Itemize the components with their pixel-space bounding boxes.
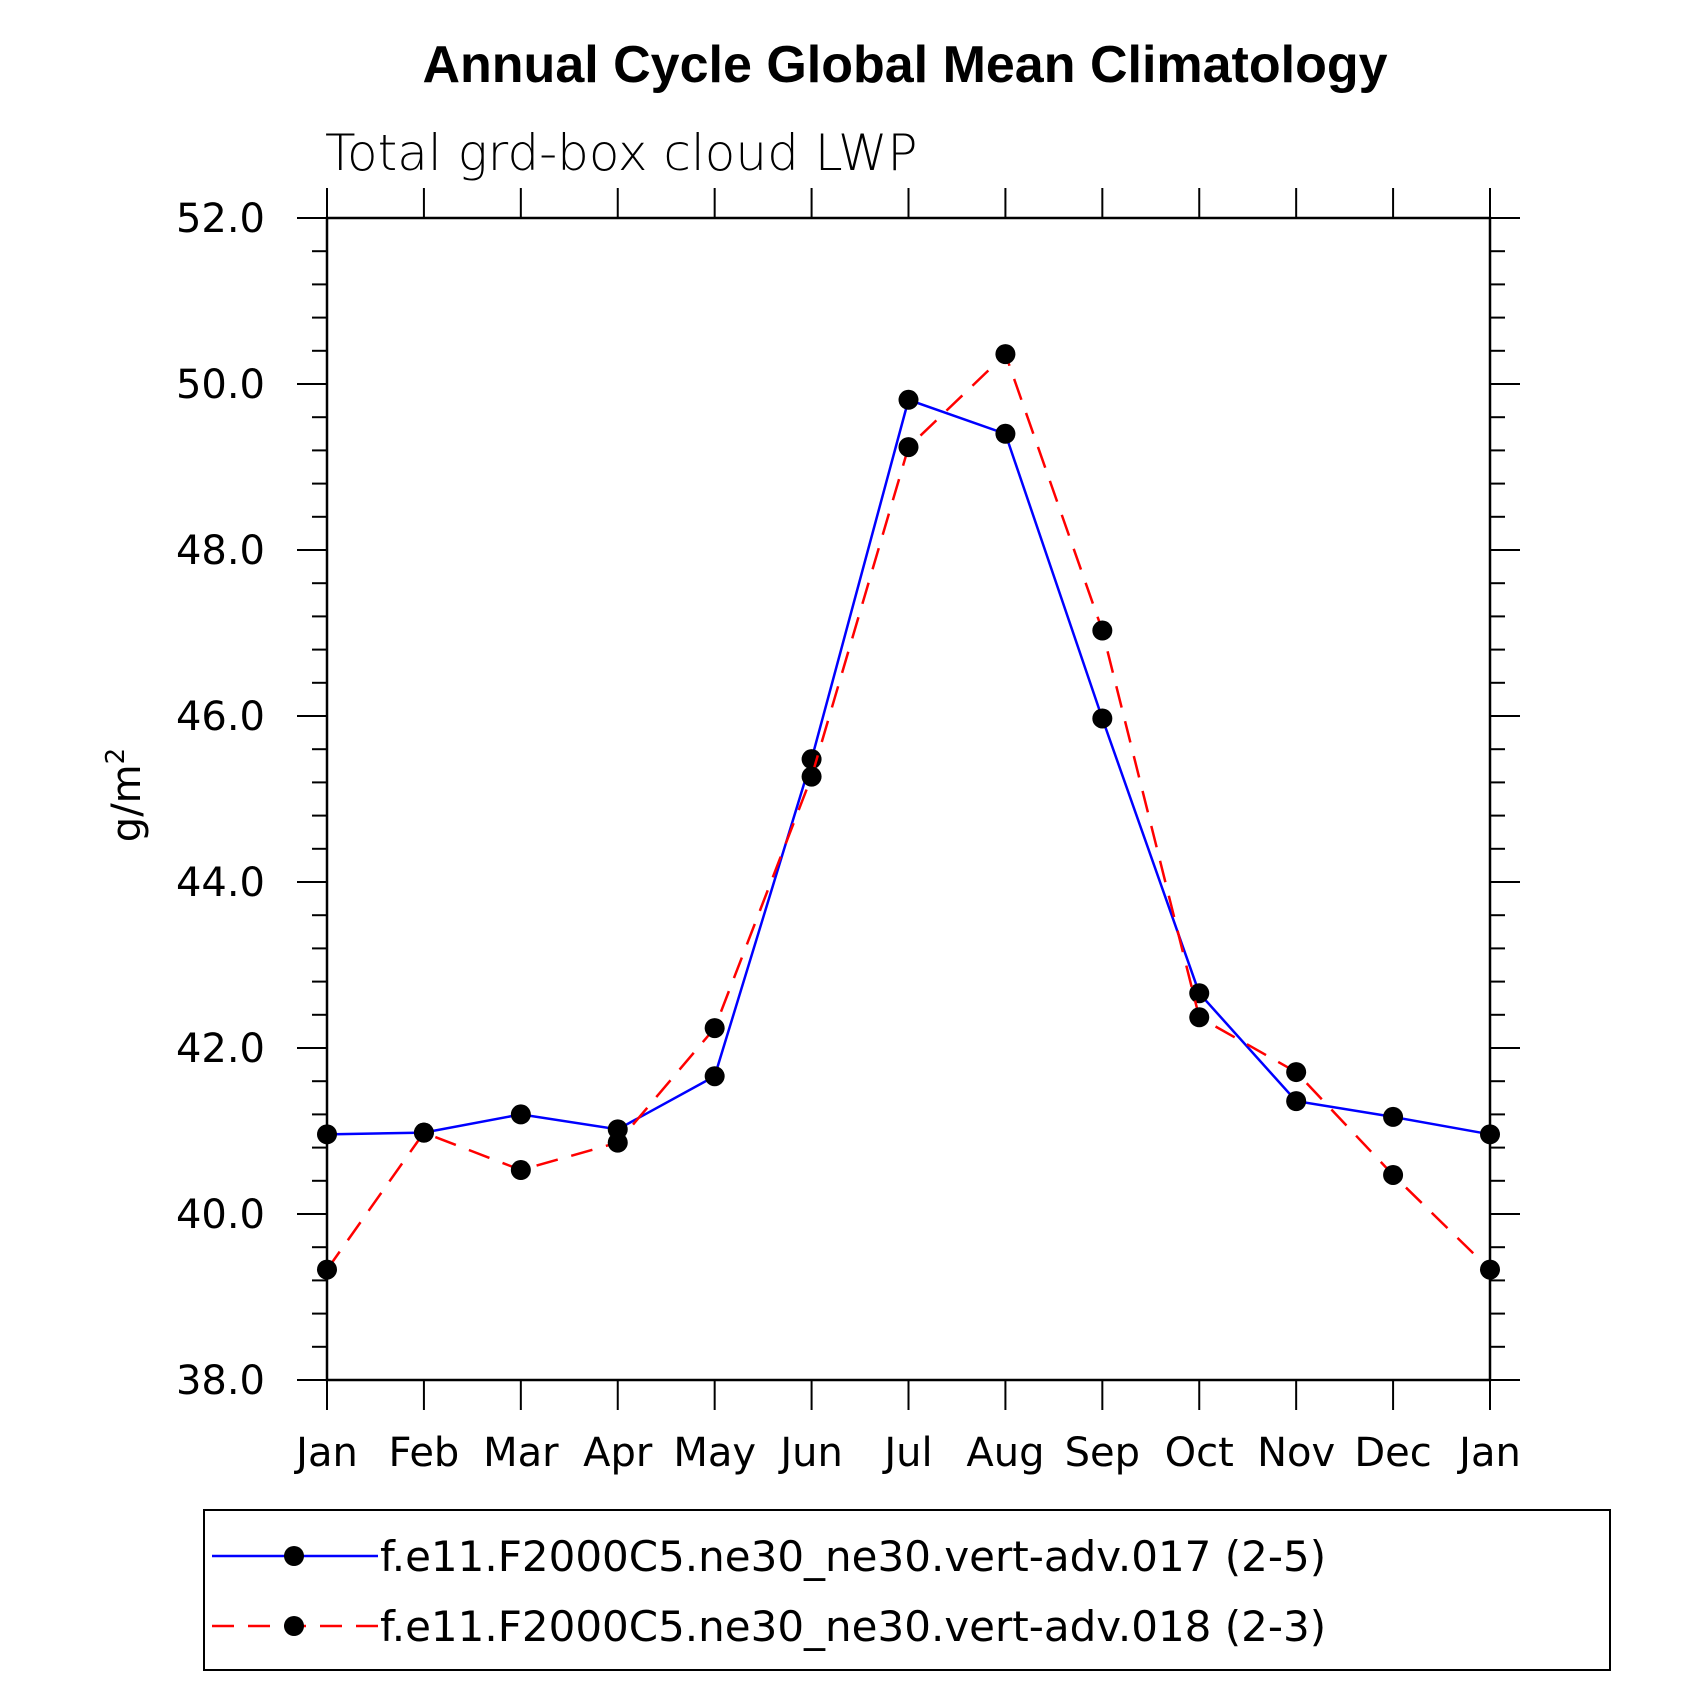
y-tick-label: 46.0 [176, 694, 265, 740]
series-2-point [317, 1259, 337, 1280]
series-1-point [1286, 1091, 1307, 1112]
x-tick-label: Mar [483, 1430, 559, 1476]
legend-label-series-1: f.e11.F2000C5.ne30_ne30.vert-adv.017 (2-… [380, 1532, 1326, 1581]
x-tick-label: Nov [1257, 1430, 1335, 1476]
legend-entry-1: f.e11.F2000C5.ne30_ne30.vert-adv.017 (2-… [212, 1532, 1326, 1581]
series-2-point [413, 1122, 434, 1143]
series-line-1 [326, 398, 1491, 1136]
series-1-point [1189, 983, 1210, 1004]
y-axis-label: g/m2 [101, 748, 150, 842]
x-tick-label: Oct [1165, 1430, 1234, 1476]
x-tick-label: May [673, 1430, 756, 1476]
legend-entry-2: f.e11.F2000C5.ne30_ne30.vert-adv.018 (2-… [212, 1602, 1326, 1651]
axes [297, 188, 1520, 1410]
series-2-point [801, 766, 822, 787]
x-tick-label: Jan [293, 1430, 358, 1476]
series-2-point [995, 344, 1016, 365]
x-tick-label: Sep [1065, 1430, 1140, 1476]
legend-box [203, 1509, 1611, 1671]
x-tick-label: Jan [1456, 1430, 1521, 1476]
x-tick-label: Dec [1354, 1430, 1431, 1476]
series-2-point [607, 1132, 628, 1153]
series-2-point [1286, 1062, 1307, 1083]
series-line-2 [325, 351, 1491, 1271]
series-1-point [995, 423, 1016, 444]
y-tick-label: 44.0 [176, 860, 265, 906]
x-tick-label: Aug [966, 1430, 1044, 1476]
legend-label-series-2: f.e11.F2000C5.ne30_ne30.vert-adv.018 (2-… [380, 1602, 1326, 1651]
x-tick-label: Apr [583, 1430, 653, 1476]
legend-marker-series-1 [284, 1546, 304, 1566]
y-tick-label: 52.0 [176, 196, 265, 242]
plot-series [317, 344, 1500, 1280]
y-tick-label: 38.0 [176, 1358, 265, 1404]
series-2-point [1189, 1007, 1210, 1028]
series-1-point [1383, 1106, 1404, 1127]
series-1-point [801, 749, 822, 770]
y-axis-label-text: g/m [104, 764, 150, 842]
series-2-point [1383, 1164, 1404, 1185]
legend: f.e11.F2000C5.ne30_ne30.vert-adv.017 (2-… [203, 1509, 1611, 1671]
y-tick-label: 50.0 [176, 362, 265, 408]
series-2-point [1092, 620, 1113, 641]
series-2-point [1480, 1259, 1500, 1280]
y-tick-label: 48.0 [176, 528, 265, 574]
x-tick-labels: Jan Feb Mar Apr May Jun Jul Aug Sep Oct Nov Dec Jan [293, 1430, 1521, 1476]
series-1-point [898, 389, 919, 410]
y-axis-label-superscript: 2 [101, 748, 131, 765]
y-tick-label: 40.0 [176, 1192, 265, 1238]
series-1-point [510, 1104, 531, 1125]
x-tick-label: Jul [881, 1430, 932, 1476]
chart-subtitle: Total grd-box cloud LWP [325, 124, 918, 182]
legend-marker-series-2 [284, 1616, 304, 1636]
series-2-point [898, 437, 919, 458]
series-1-point [317, 1124, 337, 1145]
series-2-point [510, 1160, 531, 1181]
x-tick-label: Feb [389, 1430, 460, 1476]
y-tick-labels: 38.0 40.0 42.0 44.0 46.0 48.0 50.0 52.0 [176, 196, 265, 1404]
x-tick-label: Jun [777, 1430, 843, 1476]
chart-title: Annual Cycle Global Mean Climatology [422, 36, 1387, 94]
series-2-point [704, 1018, 725, 1039]
y-tick-label: 42.0 [176, 1026, 265, 1072]
series-1-point [1092, 708, 1113, 729]
series-1-point [1480, 1124, 1500, 1145]
series-1-point [704, 1066, 725, 1087]
